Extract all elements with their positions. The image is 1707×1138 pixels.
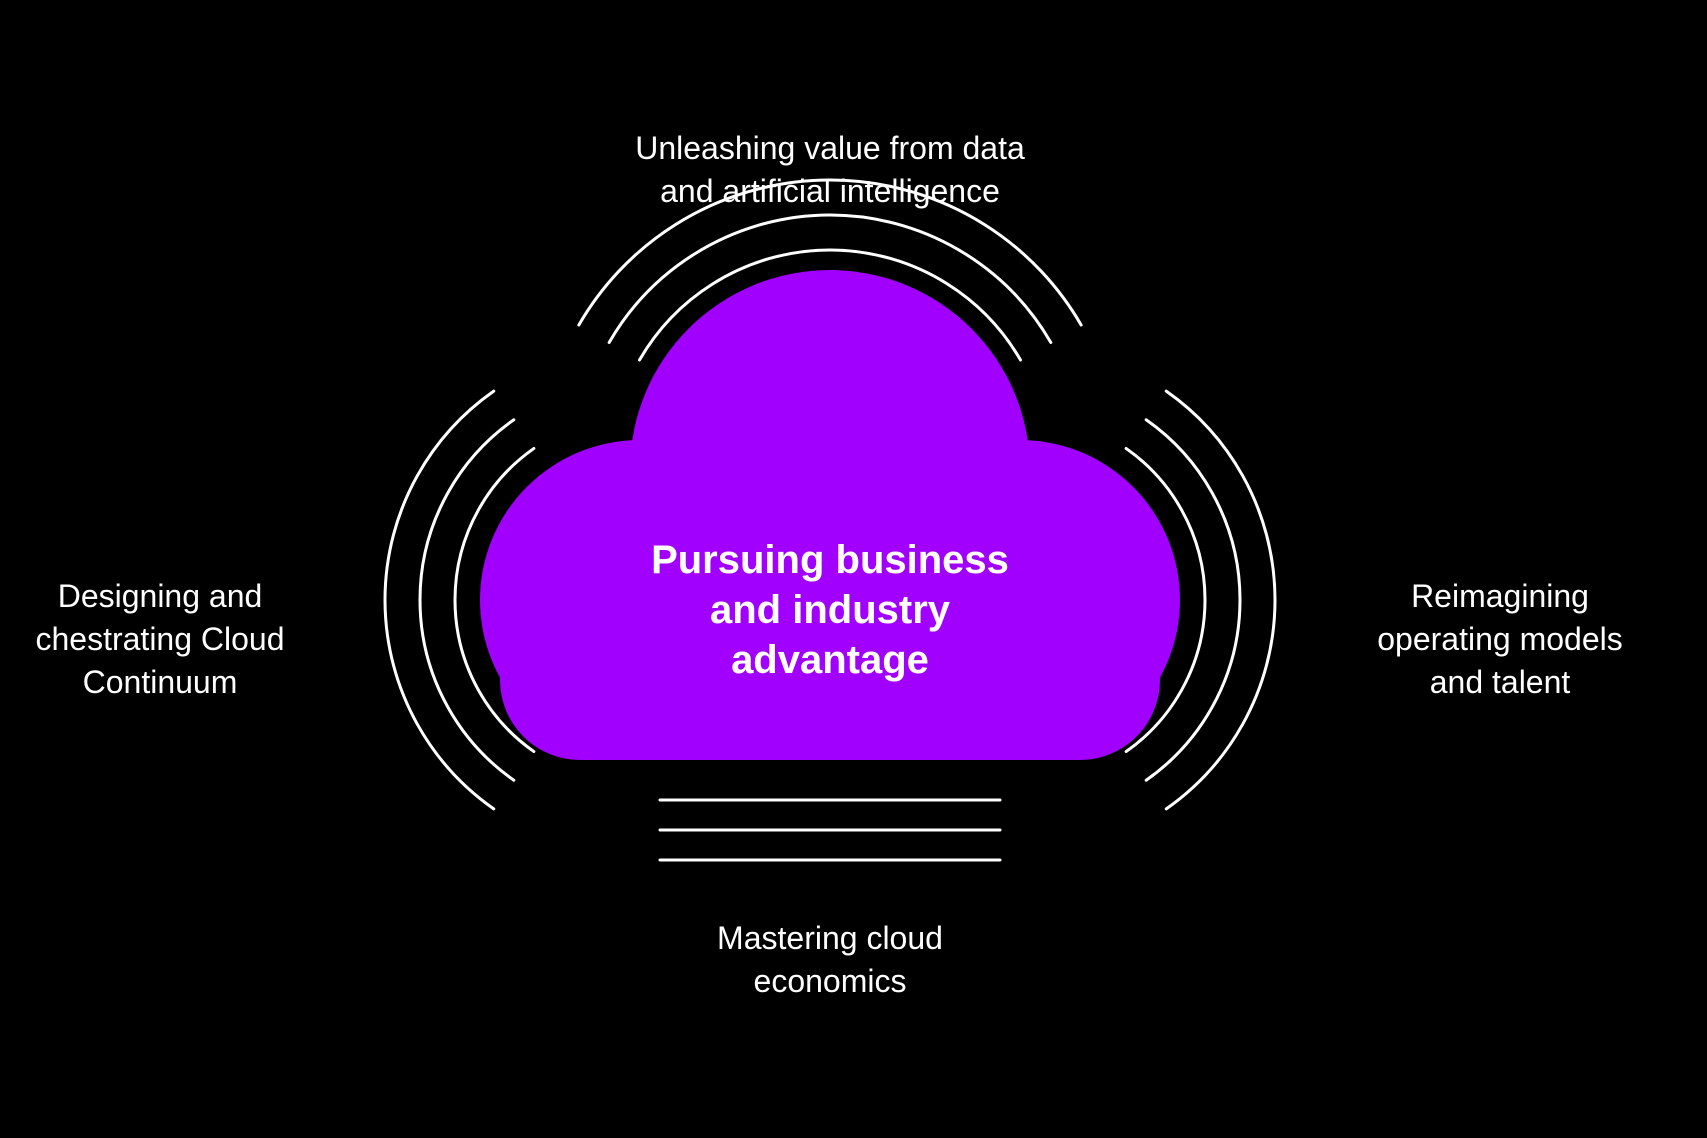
waves-bottom	[660, 800, 1000, 860]
center-label: Pursuing business and industry advantage	[530, 535, 1130, 685]
label-bottom: Mastering cloud economics	[530, 917, 1130, 1003]
label-left: Designing and chestrating Cloud Continuu…	[0, 575, 460, 705]
diagram-stage: Unleashing value from data and artificia…	[0, 0, 1707, 1138]
label-right: Reimagining operating models and talent	[1200, 575, 1707, 705]
cloud-shape	[480, 270, 1180, 760]
label-top: Unleashing value from data and artificia…	[530, 127, 1130, 213]
